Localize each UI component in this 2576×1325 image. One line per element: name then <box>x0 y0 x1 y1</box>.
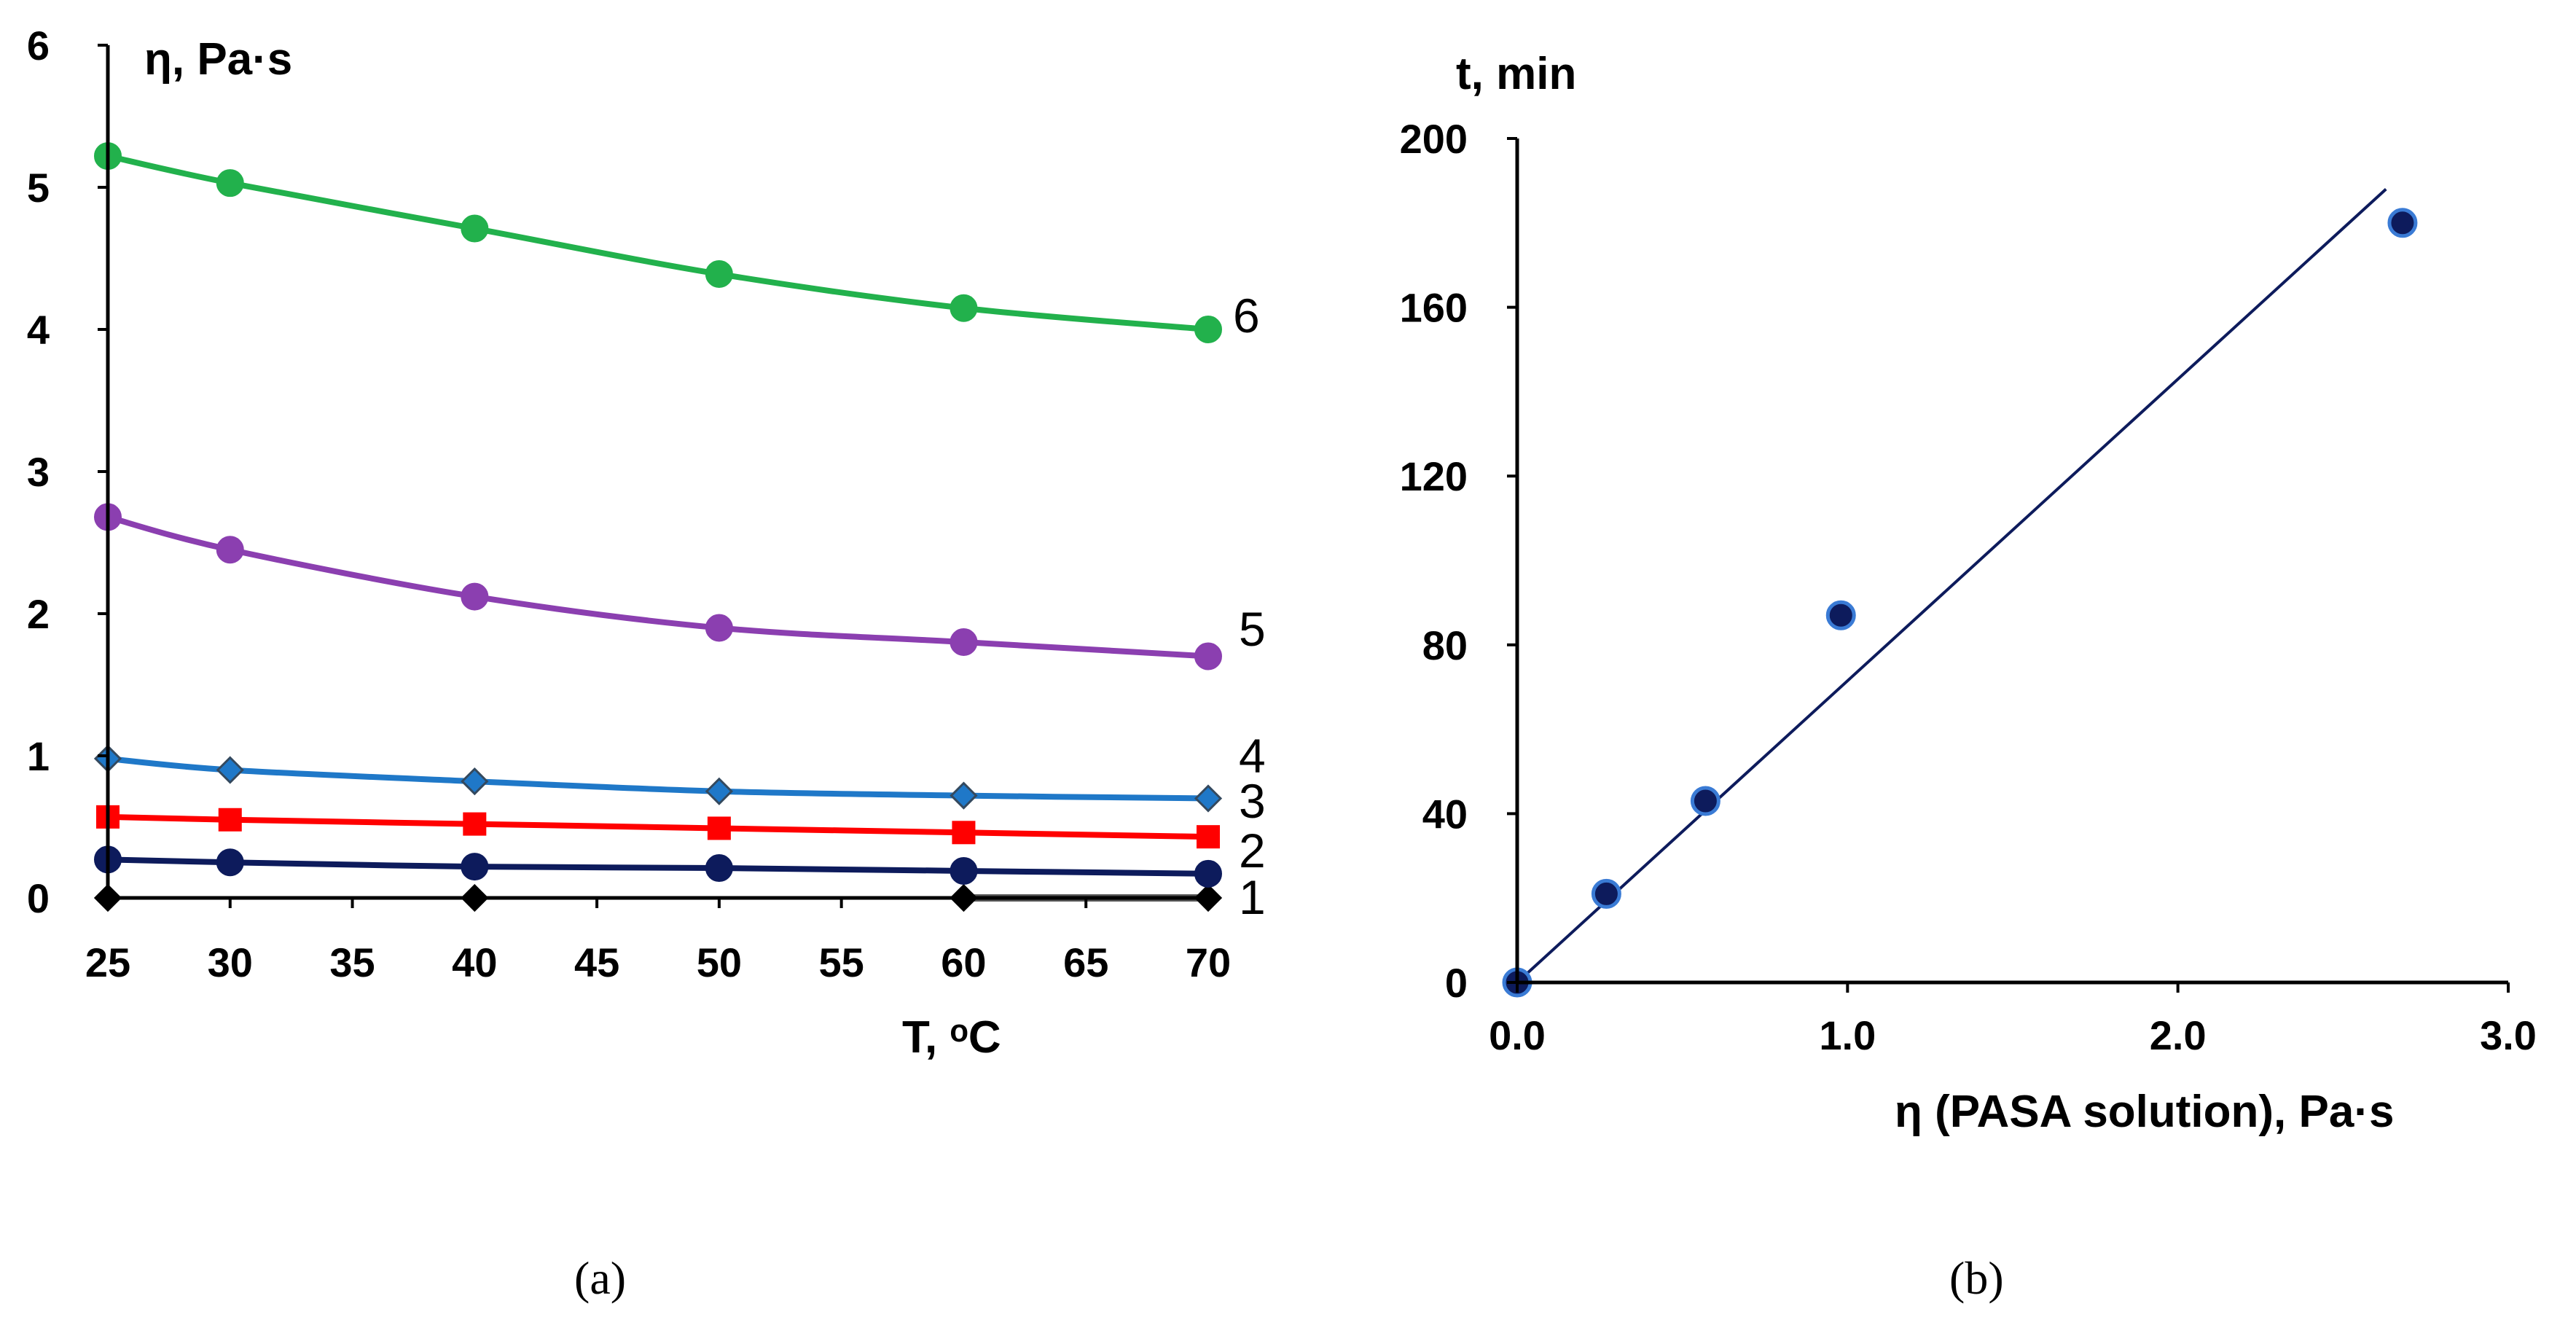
chart-a-series-6-point <box>216 169 244 198</box>
chart-b-point <box>1591 878 1621 909</box>
chart-a-series-5-point <box>705 614 733 642</box>
chart-a-series-3-point <box>463 812 487 836</box>
chart-a-x-tick-label: 45 <box>574 939 619 985</box>
chart-b-y-axis-title: t, min <box>1456 49 1576 99</box>
chart-a-x-tick-label: 65 <box>1063 939 1108 985</box>
chart-a-series-5-line <box>106 514 1209 660</box>
chart-a-series-6-point <box>1194 316 1222 343</box>
chart-b-y-tick-label: 160 <box>1400 285 1468 331</box>
chart-a-series-2-point <box>1194 859 1222 888</box>
chart-b-caption: (b) <box>1949 1252 2004 1304</box>
chart-a-series-2: 2 <box>94 824 1266 888</box>
chart-a-y-tick-label: 1 <box>27 733 50 779</box>
chart-a-x-tick-label: 55 <box>819 939 864 985</box>
chart-a-series-5-point <box>461 582 489 611</box>
chart-a-y-tick-label: 3 <box>27 449 50 495</box>
chart-b-x-tick-label: 1.0 <box>1819 1012 1876 1058</box>
chart-b-trendline <box>1516 188 2387 984</box>
chart-a-series-label: 1 <box>1239 870 1266 924</box>
chart-b-point <box>1690 786 1720 816</box>
chart-a-series-label: 4 <box>1239 729 1266 783</box>
chart-b-x-tick-label: 3.0 <box>2480 1012 2537 1058</box>
chart-a-series-4-point <box>216 756 244 784</box>
chart-b-x-tick-label: 2.0 <box>2150 1012 2207 1058</box>
chart-b-y-tick-label: 0 <box>1445 960 1468 1006</box>
chart-a-series-4: 4 <box>93 729 1266 813</box>
chart-a-series-2-line <box>107 856 1209 877</box>
chart-a-series-label: 5 <box>1239 602 1266 656</box>
chart-a-x-tick-label: 60 <box>941 939 986 985</box>
chart-a-series-2-point <box>216 848 244 877</box>
chart-b-y-tick-label: 80 <box>1422 622 1468 668</box>
chart-a-y-tick-label: 4 <box>27 307 50 353</box>
chart-b-y-tick-label: 200 <box>1400 116 1468 162</box>
chart-b-x-tick-label: 0.0 <box>1489 1012 1546 1058</box>
chart-a-series-4-point <box>705 777 734 805</box>
chart-a-series-6-point <box>461 214 489 243</box>
chart-a-series-4-line <box>107 755 1209 802</box>
chart-a-series-4-point <box>950 781 978 810</box>
chart-a-y-tick-label: 0 <box>27 875 50 921</box>
chart-a-x-tick-label: 35 <box>329 939 375 985</box>
chart-a-series-6-point <box>950 294 978 322</box>
chart-b-y-tick-label: 40 <box>1422 791 1468 837</box>
chart-a-series-6-line <box>107 153 1209 332</box>
chart-a-series-4-point <box>461 767 489 796</box>
chart-a-y-tick-label: 5 <box>27 165 50 211</box>
chart-a-series-label: 3 <box>1239 774 1266 828</box>
chart-a-series-5-point <box>950 628 978 656</box>
chart-a-y-tick-label: 2 <box>27 591 50 637</box>
chart-b-point <box>1825 600 1856 630</box>
chart-a-y-tick-label: 6 <box>27 23 50 69</box>
chart-a-series-6: 6 <box>94 142 1260 343</box>
chart-a-series-2-point <box>950 856 978 885</box>
chart-a-series-3-point <box>707 816 731 840</box>
chart-a-x-tick-label: 25 <box>85 939 130 985</box>
chart-a-x-tick-label: 70 <box>1186 939 1231 985</box>
chart-a-x-tick-label: 40 <box>452 939 497 985</box>
chart-a-series-4-point <box>1194 784 1223 813</box>
chart-a-y-axis-title: η, Pa·s <box>144 34 292 85</box>
chart-a-series-3-point <box>952 821 976 845</box>
chart-a-series-3: 3 <box>96 774 1266 849</box>
chart-a-series-label: 2 <box>1239 824 1266 878</box>
chart-a-x-axis-title: T, ᵒC <box>902 1012 1001 1063</box>
chart-a-series-2-point <box>461 853 489 881</box>
chart-a-series-2-point <box>705 854 733 883</box>
chart-b-y-tick-label: 120 <box>1400 453 1468 499</box>
chart-a-series-6-point <box>705 259 733 288</box>
chart-a-caption: (a) <box>574 1252 626 1304</box>
chart-a-series-5-point <box>1194 642 1222 671</box>
chart-panel-b: 0 40 80 120 160 200 0.0 1.0 2.0 3.0 t, min η (PAS… <box>1400 49 2537 1304</box>
chart-b-x-axis-title: η (PASA solution), Pa·s <box>1895 1087 2394 1137</box>
chart-a-series-3-point <box>218 808 242 832</box>
chart-a-x-tick-label: 50 <box>697 939 742 985</box>
chart-a-series-label: 6 <box>1233 289 1260 343</box>
chart-a-series-3-point <box>1197 825 1220 849</box>
chart-a-x-tick-label: 30 <box>208 939 253 985</box>
chart-a-series-5-point <box>216 536 244 564</box>
chart-a-series-3-line <box>107 813 1209 840</box>
chart-a-series-5: 5 <box>94 503 1266 671</box>
chart-b-point <box>2387 208 2418 238</box>
